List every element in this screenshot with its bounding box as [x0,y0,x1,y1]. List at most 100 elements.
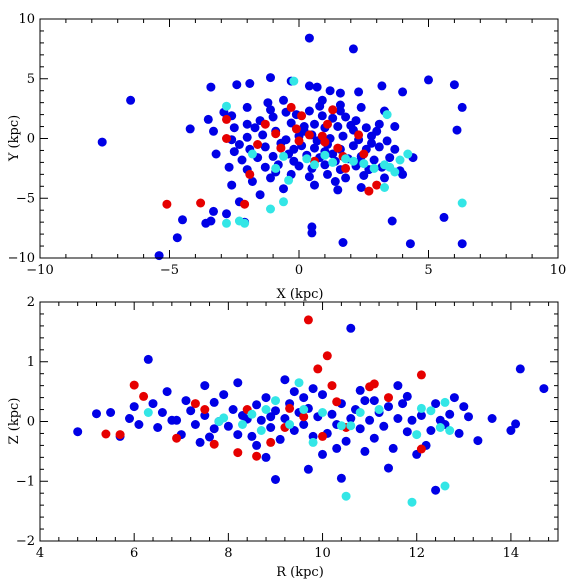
data-point-blue [380,173,389,183]
data-point-blue [209,397,219,407]
data-point-red [328,105,338,115]
data-point-blue [374,119,384,129]
data-point-blue [431,485,441,495]
data-point-red [266,437,276,447]
data-point-blue [348,141,358,151]
x-tick-label: 5 [424,263,432,278]
data-point-cyan [348,156,358,166]
data-point-blue [405,239,415,249]
data-point-cyan [412,430,422,440]
data-point-blue [435,415,445,425]
data-point-blue [449,393,459,403]
data-point-blue [271,475,280,484]
data-point-cyan [380,183,389,192]
data-point-blue [289,156,299,166]
data-point-cyan [435,423,445,432]
data-point-blue [457,239,467,249]
data-point-blue [310,143,319,153]
data-point-blue [449,80,459,90]
data-point-cyan [395,155,405,165]
data-point-cyan [302,154,312,164]
data-point-blue [303,464,313,474]
data-point-cyan [285,420,295,429]
data-point-red [299,412,309,422]
data-point-cyan [445,426,455,435]
data-point-red [313,364,323,374]
data-point-cyan [299,405,309,414]
data-point-blue [234,140,244,149]
data-point-blue [205,432,214,442]
data-point-blue [157,408,167,417]
data-point-blue [390,122,400,131]
data-point-blue [346,120,356,130]
x-tick-label: 6 [130,546,138,561]
data-point-blue [360,446,370,456]
data-point-red [354,130,364,140]
plot-frame [39,301,559,542]
data-point-red [323,119,332,129]
data-point-blue [299,420,309,429]
data-point-blue [318,390,327,400]
data-point-blue [129,402,139,412]
data-point-blue [92,409,101,419]
data-point-blue [185,124,195,134]
data-point-cyan [369,163,379,173]
data-point-blue [223,421,233,431]
data-point-blue [242,102,252,112]
data-point-cyan [256,426,266,435]
data-point-red [129,380,139,390]
data-point-red [286,102,296,112]
data-point-blue [304,33,314,43]
data-point-blue [355,385,365,395]
data-point-blue [431,399,441,409]
data-point-blue [398,87,408,97]
data-point-blue [372,126,382,136]
data-point-blue [148,399,158,409]
data-point-blue [245,79,255,88]
data-point-blue [167,415,177,425]
data-point-blue [341,436,351,446]
data-point-blue [355,424,365,434]
data-point-cyan [336,421,346,431]
data-point-red [285,403,295,413]
data-point-red [196,198,206,208]
data-point-cyan [279,197,288,207]
data-point-blue [261,452,271,462]
data-point-cyan [403,149,413,159]
data-point-blue [286,118,296,128]
data-point-red [384,393,393,403]
data-point-blue [266,423,276,432]
y-tick-label: −10 [8,251,35,266]
data-point-cyan [346,421,356,431]
data-point-blue [268,112,278,122]
data-point-blue [266,105,275,115]
data-point-blue [304,172,314,182]
data-point-cyan [320,150,330,160]
data-point-cyan [310,160,319,170]
data-point-blue [224,162,234,172]
data-point-cyan [382,110,392,120]
data-point-blue [327,409,337,419]
data-point-red [139,391,149,401]
data-point-blue [445,409,455,419]
data-point-blue [209,206,218,216]
data-point-blue [361,123,371,133]
data-point-cyan [440,481,450,491]
data-point-blue [304,106,314,116]
data-point-cyan [143,408,153,417]
data-point-blue [473,436,483,446]
data-point-blue [307,228,317,238]
data-point-blue [106,408,116,417]
data-point-red [416,370,426,380]
y-tick-label: −2 [16,534,35,549]
data-point-cyan [457,198,467,208]
data-point-blue [227,180,237,190]
data-point-blue [385,153,395,163]
data-point-blue [247,177,257,186]
data-point-blue [289,387,299,397]
data-point-blue [260,162,270,172]
y-axis-label: Y (kpc) [7,115,22,162]
data-point-blue [317,111,327,121]
data-point-blue [229,147,239,157]
